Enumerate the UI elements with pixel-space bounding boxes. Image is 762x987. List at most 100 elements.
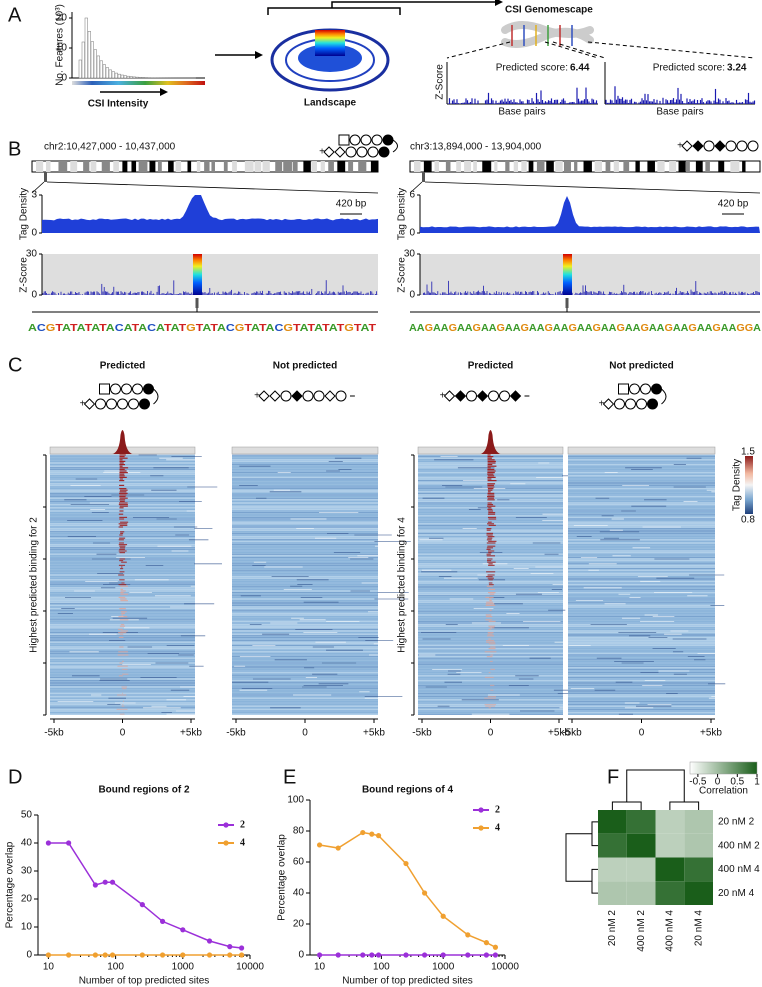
- ideogram-band: [718, 161, 725, 172]
- ideogram-band: [36, 161, 44, 172]
- ideogram-marker: [44, 172, 47, 182]
- glycan-circle: [647, 398, 658, 410]
- data-point: [206, 952, 213, 958]
- y-tick-label: 80: [293, 826, 305, 837]
- data-point: [483, 940, 489, 946]
- data-point: [316, 842, 323, 848]
- ideogram-band: [623, 161, 630, 172]
- tick-label: +5kb: [700, 728, 722, 739]
- profile-peak: [112, 430, 133, 454]
- ideogram-band: [647, 161, 655, 172]
- column-label: 20 nM 4: [693, 910, 704, 947]
- x-tick-label: 10000: [491, 962, 519, 973]
- glycan-diamond: [476, 390, 489, 402]
- glycan-circle: [499, 390, 510, 402]
- panel-title: Predicted: [100, 361, 146, 372]
- heatmap-cell: [655, 810, 685, 834]
- glycan-circle: [736, 140, 748, 152]
- panel-letter: C: [8, 354, 22, 376]
- glycan-diamond: [443, 390, 456, 402]
- ideogram-band: [348, 161, 354, 172]
- data-point: [492, 952, 499, 958]
- arrow-head: [255, 51, 263, 59]
- data-point: [45, 840, 52, 846]
- column-label: 400 nM 2: [636, 910, 647, 952]
- data-point: [227, 944, 233, 950]
- glycan-diamond: [324, 390, 336, 402]
- column-label: 400 nM 4: [665, 910, 676, 952]
- ideogram-band: [311, 161, 317, 172]
- glycan-plus: +: [254, 391, 260, 402]
- tick-label: 0: [120, 728, 126, 739]
- glycan-circle: [725, 140, 737, 152]
- data-point: [239, 952, 245, 958]
- data-point: [492, 944, 499, 950]
- heatmap-cell: [598, 857, 627, 882]
- data-point: [66, 840, 72, 846]
- glycan-circle: [139, 398, 150, 410]
- tick-label: 0: [409, 290, 415, 301]
- x-tick-label: 10: [43, 962, 55, 973]
- heatmap-cell: [626, 833, 656, 858]
- glycan-circle: [382, 134, 394, 146]
- data-point: [465, 932, 471, 938]
- tick-label: 0: [31, 228, 37, 239]
- ideogram-band: [583, 161, 592, 172]
- ideogram-band: [635, 161, 640, 172]
- axis-label: CSI Intensity: [88, 99, 149, 110]
- ideogram-band: [303, 161, 311, 172]
- data-point: [421, 890, 428, 896]
- heatmap-cell: [626, 881, 656, 905]
- ideogram-band: [536, 161, 545, 172]
- hist-bar: [138, 77, 142, 79]
- data-point: [360, 952, 366, 958]
- score-label: Predicted score:: [653, 63, 725, 74]
- score-label: Predicted score:: [496, 63, 568, 74]
- tick-label: -5kb: [562, 728, 582, 739]
- axis-label: Z-Score: [397, 257, 408, 293]
- row-label: 400 nM 4: [718, 864, 760, 875]
- legend-dot: [478, 825, 484, 831]
- color-scale: [72, 81, 205, 85]
- glycan-circle: [143, 383, 154, 395]
- ideogram-band: [275, 161, 283, 172]
- glycan-diamond: [454, 390, 467, 402]
- scale-label: 420 bp: [718, 199, 749, 210]
- data-point: [180, 927, 186, 933]
- glycan-circle: [640, 383, 651, 395]
- glycan-circle: [106, 398, 117, 410]
- ideogram-band: [445, 161, 451, 172]
- glycan-circle: [703, 140, 715, 152]
- sequence: AAGAAGAAGAAGAAGAAGAAGAAGAAGAAGAAGAAGAAGA…: [409, 323, 761, 334]
- glycan-circle: [110, 383, 121, 395]
- ideogram-band: [232, 161, 237, 172]
- hist-bar: [81, 41, 85, 79]
- tick-label: 0: [639, 728, 645, 739]
- axis-label: Z-Score: [19, 257, 30, 293]
- heatmap-cell: [684, 881, 713, 905]
- row-label: 400 nM 2: [718, 840, 760, 851]
- glycan-icon: [618, 383, 662, 395]
- data-point: [227, 952, 233, 958]
- glycan-icon: +: [677, 140, 759, 152]
- hist-bar: [99, 60, 103, 79]
- hist-bar: [78, 59, 82, 79]
- ideogram-band: [505, 161, 510, 172]
- ideogram-band: [283, 161, 292, 172]
- panel-title: Not predicted: [273, 361, 337, 372]
- glycan-icon: +: [599, 398, 658, 410]
- axis-label: Base pairs: [656, 107, 703, 118]
- tick-label: -5kb: [226, 728, 246, 739]
- data-point: [483, 952, 489, 958]
- arrow-head: [160, 88, 168, 96]
- y-axis-label: Percentage overlap: [5, 841, 16, 928]
- glycan-circle: [629, 383, 640, 395]
- glycan-diamond: [258, 390, 270, 402]
- locus: chr2:10,427,000 - 10,437,000: [44, 142, 176, 153]
- hist-bar: [129, 76, 133, 79]
- data-point: [335, 845, 341, 851]
- ideogram-band: [494, 161, 498, 172]
- heatmap-cell: [684, 833, 713, 858]
